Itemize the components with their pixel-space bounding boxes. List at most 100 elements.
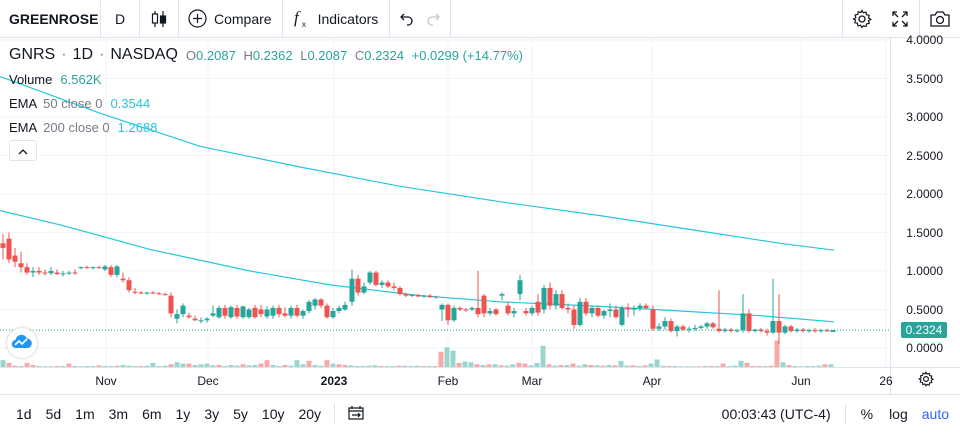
- fullscreen-button[interactable]: [881, 0, 919, 38]
- candle-body: [204, 318, 210, 321]
- candle-body: [631, 307, 637, 310]
- percent-toggle[interactable]: %: [860, 406, 874, 422]
- candle-body: [565, 307, 571, 310]
- candle-body: [120, 278, 126, 281]
- range-button-1y[interactable]: 1y: [175, 406, 191, 422]
- price-tick-label: 2.0000: [906, 187, 943, 201]
- candle-body: [463, 309, 469, 311]
- time-axis[interactable]: Nov Dec 2023 Feb Mar Apr Jun 26: [0, 367, 960, 395]
- volume-bar: [18, 365, 24, 367]
- snapshot-button[interactable]: [920, 0, 960, 38]
- time-tick-label: Mar: [521, 374, 543, 388]
- low-value: 0.2087: [307, 47, 348, 63]
- auto-toggle[interactable]: auto: [921, 406, 949, 422]
- volume-bar: [96, 365, 102, 367]
- date-range-button[interactable]: [335, 395, 377, 434]
- range-button-6m[interactable]: 6m: [142, 406, 162, 422]
- redo-icon: [426, 12, 442, 26]
- volume-bar: [528, 365, 534, 367]
- range-button-1m[interactable]: 1m: [75, 406, 95, 422]
- price-tick-label: 3.0000: [906, 110, 943, 124]
- candle-body: [397, 287, 403, 295]
- time-tick-label: 26: [879, 374, 893, 388]
- volume-bar: [822, 364, 828, 367]
- volume-bar: [654, 359, 660, 367]
- volume-bar: [120, 364, 126, 367]
- range-button-20y[interactable]: 20y: [298, 406, 322, 422]
- redo-button[interactable]: [420, 0, 448, 38]
- volume-bar: [534, 362, 540, 367]
- volume-bar: [378, 365, 384, 367]
- volume-bar: [0, 360, 6, 367]
- volume-bar: [444, 347, 450, 367]
- volume-bar: [354, 365, 360, 367]
- range-button-3y[interactable]: 3y: [204, 406, 220, 422]
- clock[interactable]: 00:03:43 (UTC-4): [721, 406, 831, 422]
- volume-bar: [624, 365, 630, 367]
- volume-bar: [252, 364, 258, 367]
- candle-body: [48, 271, 54, 274]
- volume-bar: [726, 365, 732, 367]
- candle-body: [559, 294, 565, 308]
- last-price-label: 0.2324: [901, 322, 947, 339]
- close-label: C: [354, 47, 365, 63]
- settings-button[interactable]: [843, 0, 881, 38]
- volume-bar: [798, 366, 804, 367]
- range-button-5d[interactable]: 5d: [45, 406, 62, 422]
- time-tick-label: Feb: [437, 374, 459, 388]
- toolbar-divider: [842, 0, 843, 38]
- undo-button[interactable]: [392, 0, 420, 38]
- symbol-search-button[interactable]: GREENROSE: [0, 0, 100, 38]
- ema200-legend[interactable]: EMA 200 close 0 1.2688: [9, 115, 523, 139]
- candle-body: [535, 301, 541, 313]
- price-axis[interactable]: 4.0000 3.5000 3.0000 2.5000 2.0000 1.5000 1.00…: [890, 33, 960, 367]
- candle-body: [788, 326, 794, 332]
- gear-icon: [852, 9, 872, 29]
- candle-body: [6, 238, 12, 260]
- range-button-5y[interactable]: 5y: [233, 406, 248, 422]
- candle-body: [373, 272, 379, 285]
- indicators-label: Indicators: [317, 10, 379, 27]
- toolbar-divider: [334, 404, 336, 424]
- candle-body: [72, 272, 78, 274]
- range-button-1d[interactable]: 1d: [16, 406, 32, 422]
- candle-body: [619, 307, 625, 325]
- volume-bar: [588, 364, 594, 367]
- toolbar-divider: [281, 0, 283, 38]
- candle-body: [24, 267, 30, 273]
- interval-button[interactable]: D: [101, 0, 139, 38]
- volume-bar: [492, 364, 498, 367]
- collapse-legend-button[interactable]: [9, 140, 37, 161]
- log-toggle[interactable]: log: [889, 406, 908, 422]
- tradingview-logo[interactable]: [7, 328, 37, 358]
- price-chart[interactable]: [0, 38, 890, 367]
- volume-bar: [786, 364, 792, 367]
- volume-bar: [762, 365, 768, 367]
- range-button-10y[interactable]: 10y: [261, 406, 285, 422]
- candle-body: [252, 307, 258, 318]
- axis-settings-button[interactable]: [890, 368, 960, 395]
- candle-body: [12, 255, 18, 262]
- volume-bar: [36, 365, 42, 367]
- chart-type-button[interactable]: [140, 0, 178, 38]
- price-tick-label: 0.5000: [906, 302, 943, 317]
- ema50-legend[interactable]: EMA 50 close 0 0.3544: [9, 91, 523, 115]
- time-tick-label: Jun: [791, 374, 811, 388]
- volume-bar: [546, 364, 552, 367]
- candles-icon: [150, 10, 168, 28]
- candle-body: [186, 315, 192, 318]
- candle-body: [174, 314, 180, 319]
- candle-body: [180, 305, 186, 315]
- volume-bar: [108, 365, 114, 367]
- volume-bar: [480, 364, 486, 367]
- toolbar-divider: [178, 0, 179, 38]
- volume-bar: [828, 364, 834, 367]
- candle-body: [367, 272, 373, 283]
- volume-legend[interactable]: Volume 6.562K: [9, 67, 523, 91]
- range-button-3m[interactable]: 3m: [108, 406, 129, 422]
- compare-button[interactable]: Compare: [179, 0, 282, 38]
- volume-bar: [324, 360, 330, 367]
- candle-body: [294, 307, 300, 316]
